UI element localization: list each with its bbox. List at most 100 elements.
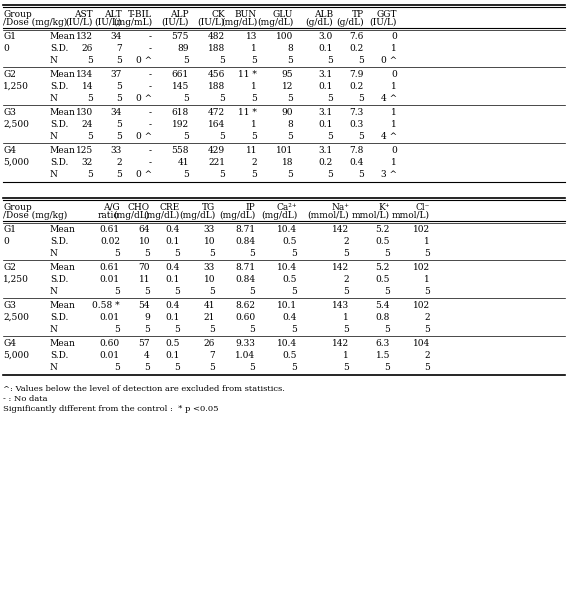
Text: 5: 5: [358, 94, 364, 103]
Text: 5: 5: [183, 170, 189, 179]
Text: 0.5: 0.5: [283, 237, 297, 246]
Text: 5: 5: [384, 363, 390, 372]
Text: T-BIL: T-BIL: [128, 10, 152, 19]
Text: -: -: [149, 146, 152, 155]
Text: 11 *: 11 *: [238, 70, 257, 79]
Text: 5: 5: [144, 249, 150, 258]
Text: 5: 5: [249, 287, 255, 296]
Text: 8.62: 8.62: [235, 301, 255, 310]
Text: 5: 5: [384, 325, 390, 334]
Text: N: N: [50, 287, 58, 296]
Text: S.D.: S.D.: [50, 82, 68, 91]
Text: 5: 5: [343, 363, 349, 372]
Text: 1: 1: [424, 275, 430, 284]
Text: 90: 90: [282, 108, 293, 117]
Text: 8.71: 8.71: [235, 263, 255, 272]
Text: 0.4: 0.4: [166, 301, 180, 310]
Text: 33: 33: [203, 225, 215, 234]
Text: 7: 7: [209, 351, 215, 360]
Text: S.D.: S.D.: [50, 158, 68, 167]
Text: 4 ^: 4 ^: [381, 94, 397, 103]
Text: 0.60: 0.60: [100, 339, 120, 348]
Text: 5: 5: [291, 325, 297, 334]
Text: 5: 5: [183, 94, 189, 103]
Text: 132: 132: [76, 32, 93, 41]
Text: -: -: [149, 44, 152, 53]
Text: 5: 5: [219, 56, 225, 65]
Text: G3: G3: [3, 108, 16, 117]
Text: 34: 34: [111, 108, 122, 117]
Text: 0.1: 0.1: [166, 351, 180, 360]
Text: 12: 12: [282, 82, 293, 91]
Text: 2: 2: [251, 158, 257, 167]
Text: N: N: [50, 325, 58, 334]
Text: 0.01: 0.01: [100, 275, 120, 284]
Text: (mg/dL): (mg/dL): [179, 211, 215, 220]
Text: Group: Group: [3, 10, 32, 19]
Text: 1,250: 1,250: [3, 82, 29, 91]
Text: (IU/L): (IU/L): [162, 18, 189, 27]
Text: 5: 5: [116, 170, 122, 179]
Text: 26: 26: [203, 339, 215, 348]
Text: 0.5: 0.5: [283, 351, 297, 360]
Text: 1: 1: [343, 351, 349, 360]
Text: -: -: [149, 120, 152, 129]
Text: 5: 5: [287, 94, 293, 103]
Text: 26: 26: [82, 44, 93, 53]
Text: 3.1: 3.1: [319, 70, 333, 79]
Text: 5: 5: [219, 170, 225, 179]
Text: 102: 102: [413, 225, 430, 234]
Text: 5: 5: [343, 325, 349, 334]
Text: 0.5: 0.5: [165, 339, 180, 348]
Text: 102: 102: [413, 263, 430, 272]
Text: N: N: [50, 56, 58, 65]
Text: 5: 5: [343, 287, 349, 296]
Text: 0.1: 0.1: [319, 82, 333, 91]
Text: 3 ^: 3 ^: [381, 170, 397, 179]
Text: 5: 5: [114, 249, 120, 258]
Text: 37: 37: [111, 70, 122, 79]
Text: (IU/L): (IU/L): [198, 18, 225, 27]
Text: 5: 5: [144, 325, 150, 334]
Text: N: N: [50, 249, 58, 258]
Text: 5: 5: [327, 132, 333, 141]
Text: 192: 192: [172, 120, 189, 129]
Text: - : No data: - : No data: [3, 395, 47, 403]
Text: 5: 5: [291, 287, 297, 296]
Text: 5: 5: [251, 94, 257, 103]
Text: N: N: [50, 363, 58, 372]
Text: 5: 5: [424, 325, 430, 334]
Text: 164: 164: [207, 120, 225, 129]
Text: G4: G4: [3, 339, 16, 348]
Text: S.D.: S.D.: [50, 237, 68, 246]
Text: 142: 142: [332, 263, 349, 272]
Text: 0.1: 0.1: [319, 44, 333, 53]
Text: 0 ^: 0 ^: [136, 94, 152, 103]
Text: 5: 5: [358, 132, 364, 141]
Text: 7: 7: [116, 44, 122, 53]
Text: 1: 1: [251, 120, 257, 129]
Text: 142: 142: [332, 225, 349, 234]
Text: 0: 0: [3, 44, 9, 53]
Text: A/G: A/G: [103, 203, 120, 212]
Text: 0.4: 0.4: [166, 263, 180, 272]
Text: 5: 5: [287, 132, 293, 141]
Text: 0.1: 0.1: [166, 313, 180, 322]
Text: 5: 5: [87, 132, 93, 141]
Text: (IU/L): (IU/L): [369, 18, 397, 27]
Text: 5: 5: [114, 363, 120, 372]
Text: 10: 10: [203, 237, 215, 246]
Text: S.D.: S.D.: [50, 351, 68, 360]
Text: -: -: [149, 32, 152, 41]
Text: 5: 5: [174, 325, 180, 334]
Text: 2: 2: [343, 237, 349, 246]
Text: 0.2: 0.2: [350, 82, 364, 91]
Text: 5: 5: [116, 132, 122, 141]
Text: 95: 95: [282, 70, 293, 79]
Text: 33: 33: [203, 263, 215, 272]
Text: 11: 11: [139, 275, 150, 284]
Text: G1: G1: [3, 225, 16, 234]
Text: 5: 5: [251, 170, 257, 179]
Text: Na⁺: Na⁺: [331, 203, 349, 212]
Text: 5: 5: [327, 170, 333, 179]
